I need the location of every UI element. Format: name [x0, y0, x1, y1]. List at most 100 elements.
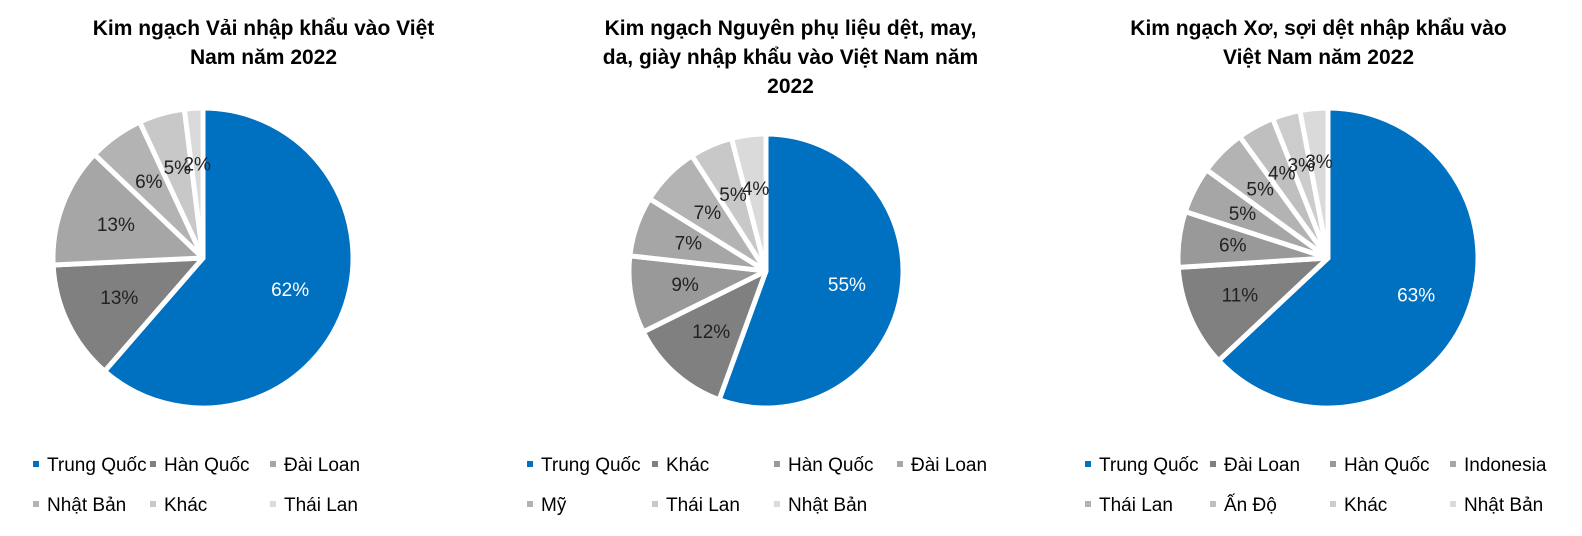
data-label-trung-quoc: 55% — [828, 275, 866, 296]
data-label-khac: 5% — [164, 158, 192, 179]
pie-slice-nhat-ban — [729, 131, 769, 274]
pie-chart-xo-soi: Kim ngạch Xơ, sợi dệt nhập khẩu vào Việt… — [1055, 0, 1582, 536]
legend-label: Nhật Bản — [47, 495, 127, 516]
data-label-thai-lan: 2% — [183, 155, 211, 176]
chart-title-line: Kim ngạch Nguyên phụ liệu dệt, may, — [604, 17, 977, 40]
legend-swatch — [1330, 500, 1336, 507]
data-label-han-quoc: 9% — [671, 275, 699, 296]
legend-label: Khác — [666, 455, 710, 476]
legend-label: Thái Lan — [1099, 495, 1173, 516]
chart-title-line: Kim ngạch Vải nhập khẩu vào Việt — [92, 17, 435, 40]
data-label-trung-quoc: 63% — [1397, 286, 1435, 307]
legend-swatch — [1330, 460, 1336, 467]
chart-title-line: Việt Nam năm 2022 — [1222, 46, 1415, 69]
legend-label: Đài Loan — [284, 455, 361, 476]
data-label-dai-loan: 13% — [97, 215, 135, 236]
legend-label: Trung Quốc — [1099, 455, 1199, 476]
legend-item-my: Mỹ — [527, 495, 566, 517]
pie-slice-khac — [640, 268, 769, 403]
legend-label: Indonesia — [1464, 455, 1547, 476]
legend-swatch — [1085, 500, 1091, 507]
legend-label: Đài Loan — [1224, 455, 1301, 476]
legend-label: Thái Lan — [666, 495, 740, 516]
legend-item-nhat-ban: Nhật Bản — [1450, 495, 1543, 517]
legend-label: Nhật Bản — [788, 495, 868, 516]
legend-item-han-quoc: Hàn Quốc — [150, 455, 250, 477]
pie-slice-trung-quoc — [102, 105, 356, 411]
pie-slice-dai-loan — [50, 151, 206, 268]
data-label-khac: 12% — [692, 322, 730, 343]
data-label-han-quoc: 13% — [100, 288, 138, 309]
legend-item-indonesia: Indonesia — [1450, 455, 1546, 477]
legend-item-nhat-ban: Nhật Bản — [774, 495, 867, 517]
legend-item-thai-lan: Thái Lan — [652, 495, 740, 517]
legend-label: Mỹ — [541, 495, 567, 516]
legend-label: Nhật Bản — [1464, 495, 1544, 516]
legend-label: Thái Lan — [284, 495, 358, 516]
data-label-dai-loan: 7% — [675, 234, 703, 255]
pie-slice-trung-quoc — [716, 131, 906, 411]
legend-item-dai-loan: Đài Loan — [897, 455, 987, 477]
pie-plot: 62% 13% 13% 6%5%2% — [50, 105, 356, 411]
legend-item-dai-loan: Đài Loan — [1210, 455, 1300, 477]
legend-label: Đài Loan — [911, 455, 988, 476]
legend-swatch — [270, 500, 276, 507]
pie-plot: 55%12%9%7%7%5%4% — [626, 131, 906, 411]
legend-item-trung-quoc: Trung Quốc — [33, 455, 147, 477]
legend-swatch — [774, 500, 780, 507]
legend-label: Khác — [164, 495, 208, 516]
legend-item-trung-quoc: Trung Quốc — [527, 455, 641, 477]
legend-swatch — [527, 500, 533, 507]
legend-swatch — [150, 460, 156, 467]
legend-label: Hàn Quốc — [1344, 455, 1430, 476]
legend-item-dai-loan: Đài Loan — [270, 455, 360, 477]
data-label-thai-lan: 5% — [719, 185, 747, 206]
legend-label: Trung Quốc — [47, 455, 147, 476]
data-label-trung-quoc: 62% — [271, 280, 309, 301]
data-label-khac: 3% — [1287, 155, 1315, 176]
chart-title: Kim ngạch Vải nhập khẩu vào Việt Nam năm… — [0, 14, 527, 72]
legend-item-khac: Khác — [1330, 495, 1387, 517]
legend-swatch — [1210, 460, 1216, 467]
data-label-nhat-ban: 4% — [742, 179, 770, 200]
legend-swatch — [1450, 460, 1456, 467]
legend-swatch — [1210, 500, 1216, 507]
chart-title: Kim ngạch Nguyên phụ liệu dệt, may, da, … — [527, 14, 1054, 101]
legend-swatch — [652, 500, 658, 507]
data-label-indonesia: 5% — [1229, 204, 1257, 225]
legend-swatch — [527, 460, 533, 467]
pie-slice-trung-quoc — [1216, 105, 1481, 411]
data-label-han-quoc: 6% — [1219, 235, 1247, 256]
legend-item-thai-lan: Thái Lan — [270, 495, 358, 517]
legend-item-an-do: Ấn Độ — [1210, 495, 1277, 517]
pie-slice-dai-loan — [1175, 255, 1331, 364]
data-label-nhat-ban: 3% — [1305, 152, 1333, 173]
pie-slice-han-quoc — [50, 255, 206, 374]
data-label-dai-loan: 11% — [1222, 286, 1259, 307]
pie-chart-nguyen-phu-lieu: Kim ngạch Nguyên phụ liệu dệt, may, da, … — [527, 0, 1054, 536]
pie-slice-nhat-ban — [1297, 105, 1331, 261]
chart-title-line: da, giày nhập khẩu vào Việt Nam năm — [602, 46, 979, 69]
legend-swatch — [1085, 460, 1091, 467]
legend-item-han-quoc: Hàn Quốc — [1330, 455, 1430, 477]
legend-swatch — [150, 500, 156, 507]
legend-item-khac: Khác — [150, 495, 207, 517]
pie-chart-vai: Kim ngạch Vải nhập khẩu vào Việt Nam năm… — [0, 0, 527, 536]
legend-swatch — [1450, 500, 1456, 507]
legend-item-han-quoc: Hàn Quốc — [774, 455, 874, 477]
legend-swatch — [270, 460, 276, 467]
legend-swatch — [33, 460, 39, 467]
chart-title: Kim ngạch Xơ, sợi dệt nhập khẩu vào Việt… — [1055, 14, 1582, 72]
legend-label: Khác — [1344, 495, 1388, 516]
legend-label: Hàn Quốc — [164, 455, 250, 476]
data-label-nhat-ban: 6% — [135, 172, 163, 193]
data-label-thai-lan: 5% — [1246, 180, 1274, 201]
data-label-my: 7% — [694, 203, 722, 224]
legend-label: Ấn Độ — [1224, 495, 1277, 516]
legend-swatch — [33, 500, 39, 507]
chart-title-line: Kim ngạch Xơ, sợi dệt nhập khẩu vào — [1130, 17, 1507, 40]
chart-title-line: 2022 — [767, 75, 814, 98]
legend-item-nhat-ban: Nhật Bản — [33, 495, 126, 517]
legend-label: Hàn Quốc — [788, 455, 874, 476]
legend-item-khac: Khác — [652, 455, 709, 477]
